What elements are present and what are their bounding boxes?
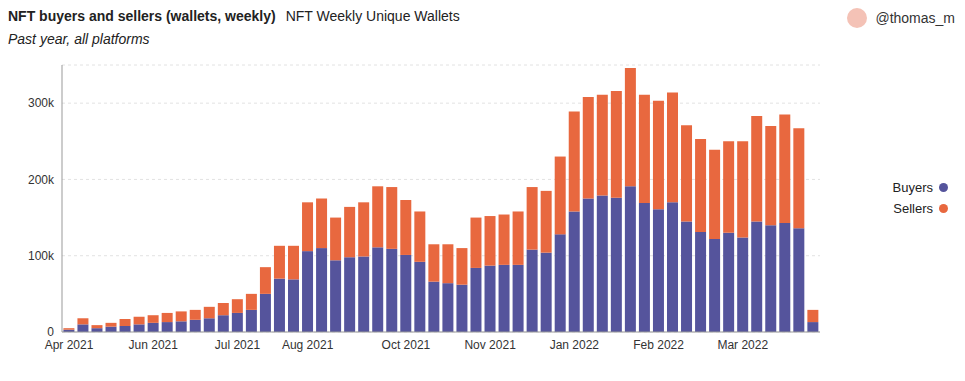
- svg-text:Aug 2021: Aug 2021: [282, 338, 334, 352]
- svg-text:Feb 2022: Feb 2022: [633, 338, 684, 352]
- svg-text:Jan 2022: Jan 2022: [550, 338, 600, 352]
- html-text:Past year, all platforms: Past year, all platforms: [8, 31, 150, 47]
- svg-text:Jun 2021: Jun 2021: [129, 338, 179, 352]
- svg-text:0: 0: [47, 325, 54, 339]
- svg-text:Nov 2021: Nov 2021: [464, 338, 516, 352]
- html-text:NFT Weekly Unique Wallets: NFT Weekly Unique Wallets: [285, 8, 460, 24]
- html-text:Buyers: Buyers: [892, 180, 933, 195]
- svg-text:Mar 2022: Mar 2022: [717, 338, 768, 352]
- svg-text:100k: 100k: [28, 249, 55, 263]
- html-text:@thomas_m: @thomas_m: [875, 10, 955, 26]
- svg-text:Apr 2021: Apr 2021: [45, 338, 94, 352]
- svg-text:200k: 200k: [28, 173, 55, 187]
- svg-text:Oct 2021: Oct 2021: [382, 338, 431, 352]
- html-text:Sellers: Sellers: [893, 201, 933, 216]
- svg-text:300k: 300k: [28, 96, 55, 110]
- html-text:NFT buyers and sellers (wallet: NFT buyers and sellers (wallets, weekly): [8, 8, 276, 24]
- svg-text:Jul 2021: Jul 2021: [215, 338, 261, 352]
